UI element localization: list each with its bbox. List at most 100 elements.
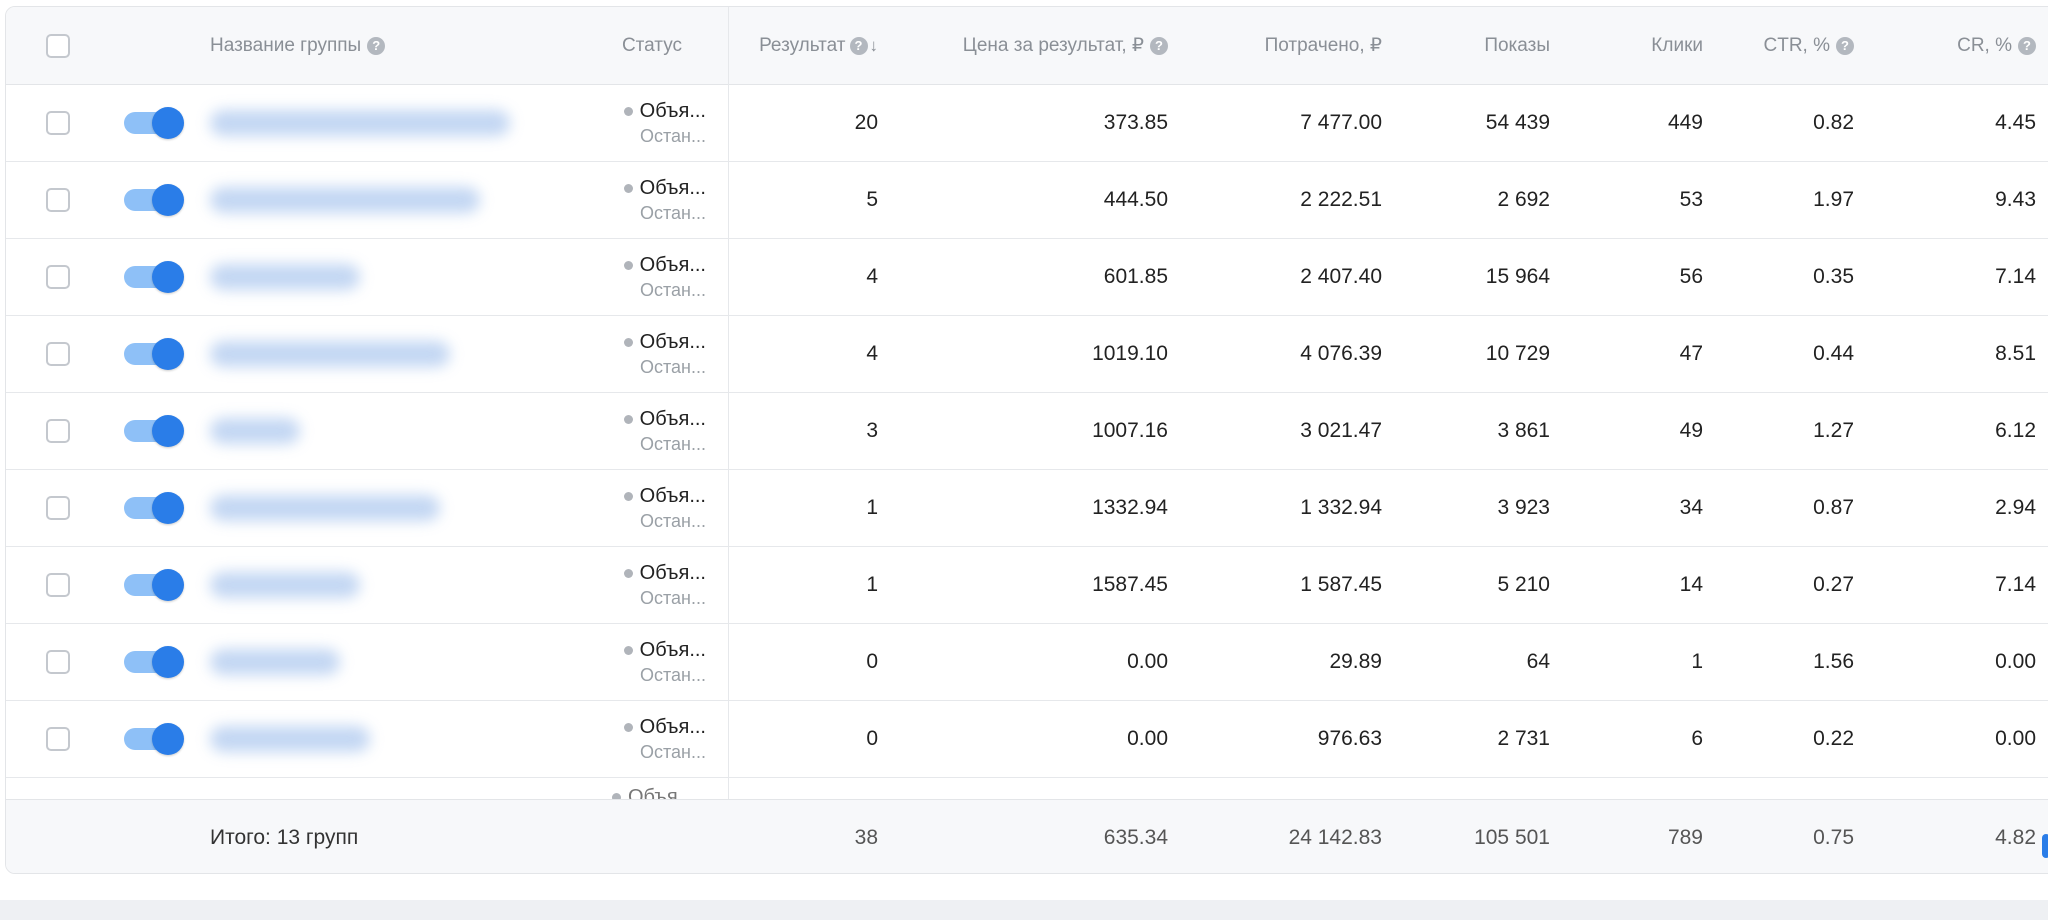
table-row[interactable]: Объя... Остан... 4 601.85 2 407.40 15 964 56 0.… [6, 239, 2048, 316]
result-value: 20 [854, 111, 878, 134]
result-value: 1 [866, 573, 878, 596]
cr-value: 0.00 [1995, 727, 2036, 750]
row-checkbox[interactable] [46, 727, 70, 751]
row-select-cell [46, 162, 70, 238]
header-name[interactable]: Название группы ? [210, 7, 386, 84]
help-icon[interactable]: ? [849, 36, 868, 55]
row-checkbox[interactable] [46, 188, 70, 212]
clicks-value: 449 [1667, 111, 1703, 134]
status-sub: Остан... [640, 125, 706, 146]
toggle-knob [152, 261, 184, 293]
row-checkbox[interactable] [46, 342, 70, 366]
toggle-knob [152, 107, 184, 139]
ctr-value: 0.27 [1813, 573, 1854, 596]
header-clicks-label: Клики [1651, 34, 1703, 56]
header-ctr[interactable]: CTR, % ? [1706, 7, 1854, 84]
status-dot-icon [623, 106, 633, 116]
clicks-value: 1 [1691, 650, 1703, 673]
impressions-value: 3 923 [1497, 496, 1550, 519]
group-name-redacted [210, 572, 360, 598]
active-toggle[interactable] [124, 338, 184, 370]
cr-value: 0.00 [1995, 650, 2036, 673]
active-toggle[interactable] [124, 261, 184, 293]
clicks-value: 53 [1679, 188, 1703, 211]
ctr-value: 1.97 [1813, 188, 1854, 211]
arrow-down-icon[interactable]: ↓ [869, 35, 879, 55]
price-value: 1332.94 [1092, 496, 1168, 519]
impressions-value: 3 861 [1497, 419, 1550, 442]
row-checkbox[interactable] [46, 111, 70, 135]
toggle-knob [152, 415, 184, 447]
active-toggle[interactable] [124, 415, 184, 447]
help-icon[interactable]: ? [1836, 36, 1854, 55]
group-name[interactable] [210, 470, 440, 546]
group-name[interactable] [210, 316, 450, 392]
help-icon[interactable]: ? [1150, 36, 1168, 55]
row-checkbox[interactable] [46, 650, 70, 674]
row-checkbox[interactable] [46, 265, 70, 289]
status-main: Объя... [639, 176, 706, 199]
select-all-checkbox[interactable] [46, 33, 70, 58]
row-toggle-cell [124, 85, 184, 161]
header-spent-label: Потрачено, ₽ [1264, 35, 1382, 56]
group-name[interactable] [210, 701, 370, 777]
clicks-value: 6 [1691, 727, 1703, 750]
header-price[interactable]: Цена за результат, ₽ ? [886, 7, 1168, 84]
group-name[interactable] [210, 85, 510, 161]
row-select-cell [46, 624, 70, 700]
status-sub: Остан... [640, 510, 706, 531]
table-row[interactable]: Объя... Остан... 3 1007.16 3 021.47 3 861 49 1.… [6, 393, 2048, 470]
row-checkbox[interactable] [46, 496, 70, 520]
row-checkbox[interactable] [46, 419, 70, 443]
groups-table: Название группы ? Статус Результат ? ↓ Ц… [5, 6, 2048, 874]
group-name[interactable] [210, 547, 360, 623]
table-row[interactable]: Объя... Остан... 5 444.50 2 222.51 2 692 53 1.9… [6, 162, 2048, 239]
active-toggle[interactable] [124, 569, 184, 601]
help-icon[interactable]: ? [2018, 36, 2036, 55]
header-ctr-label: CTR, % [1763, 34, 1831, 56]
table-row[interactable]: Объя... Остан... 0 0.00 976.63 2 731 6 0.22 0.00 [6, 701, 2048, 778]
impressions-value: 2 692 [1497, 188, 1550, 211]
group-name[interactable] [210, 239, 360, 315]
toggle-knob [152, 646, 184, 678]
active-toggle[interactable] [124, 492, 184, 524]
horizontal-scroll-handle[interactable] [2042, 834, 2048, 858]
active-toggle[interactable] [124, 107, 184, 139]
cr-value: 8.51 [1995, 342, 2036, 365]
header-cr-label: CR, % [1957, 34, 2012, 56]
row-checkbox[interactable] [46, 573, 70, 597]
status-dot-icon [623, 260, 633, 270]
header-clicks[interactable]: Клики [1556, 7, 1703, 84]
header-result[interactable]: Результат ? ↓ [728, 7, 878, 84]
header-impressions[interactable]: Показы [1386, 7, 1550, 84]
header-cr[interactable]: CR, % ? [1866, 7, 2036, 84]
table-row[interactable]: Объя... Остан... 0 0.00 29.89 64 1 1.56 0.00 [6, 624, 2048, 701]
table-row[interactable]: Объя... Остан... 1 1332.94 1 332.94 3 923 34 0.… [6, 470, 2048, 547]
group-name[interactable] [210, 393, 300, 469]
table-row[interactable]: Объя... Остан... 1 1587.45 1 587.45 5 210 14 0.… [6, 547, 2048, 624]
header-spent[interactable]: Потрачено, ₽ [1176, 7, 1382, 84]
result-value: 0 [866, 727, 878, 750]
header-impressions-label: Показы [1484, 34, 1550, 56]
active-toggle[interactable] [124, 723, 184, 755]
table-row[interactable]: Объя... Остан... 4 1019.10 4 076.39 10 729 47 0… [6, 316, 2048, 393]
status-dot-icon [623, 645, 633, 655]
spent-value: 4 076.39 [1300, 342, 1382, 365]
row-select-cell [46, 701, 70, 777]
help-icon[interactable]: ? [367, 36, 386, 55]
group-name[interactable] [210, 162, 480, 238]
group-name-redacted [210, 418, 300, 444]
row-toggle-cell [124, 701, 184, 777]
group-name[interactable] [210, 624, 340, 700]
impressions-value: 15 964 [1485, 265, 1550, 288]
active-toggle[interactable] [124, 646, 184, 678]
status-cell: Объя... Остан... [566, 316, 706, 392]
status-main: Объя... [639, 99, 706, 122]
header-status[interactable]: Статус [566, 7, 682, 84]
active-toggle[interactable] [124, 184, 184, 216]
ctr-value: 1.27 [1813, 419, 1854, 442]
total-price: 635.34 [1103, 825, 1168, 849]
table-row[interactable]: Объя... Остан... 20 373.85 7 477.00 54 439 449… [6, 85, 2048, 162]
result-value: 4 [866, 265, 878, 288]
status-main: Объя... [628, 786, 695, 800]
